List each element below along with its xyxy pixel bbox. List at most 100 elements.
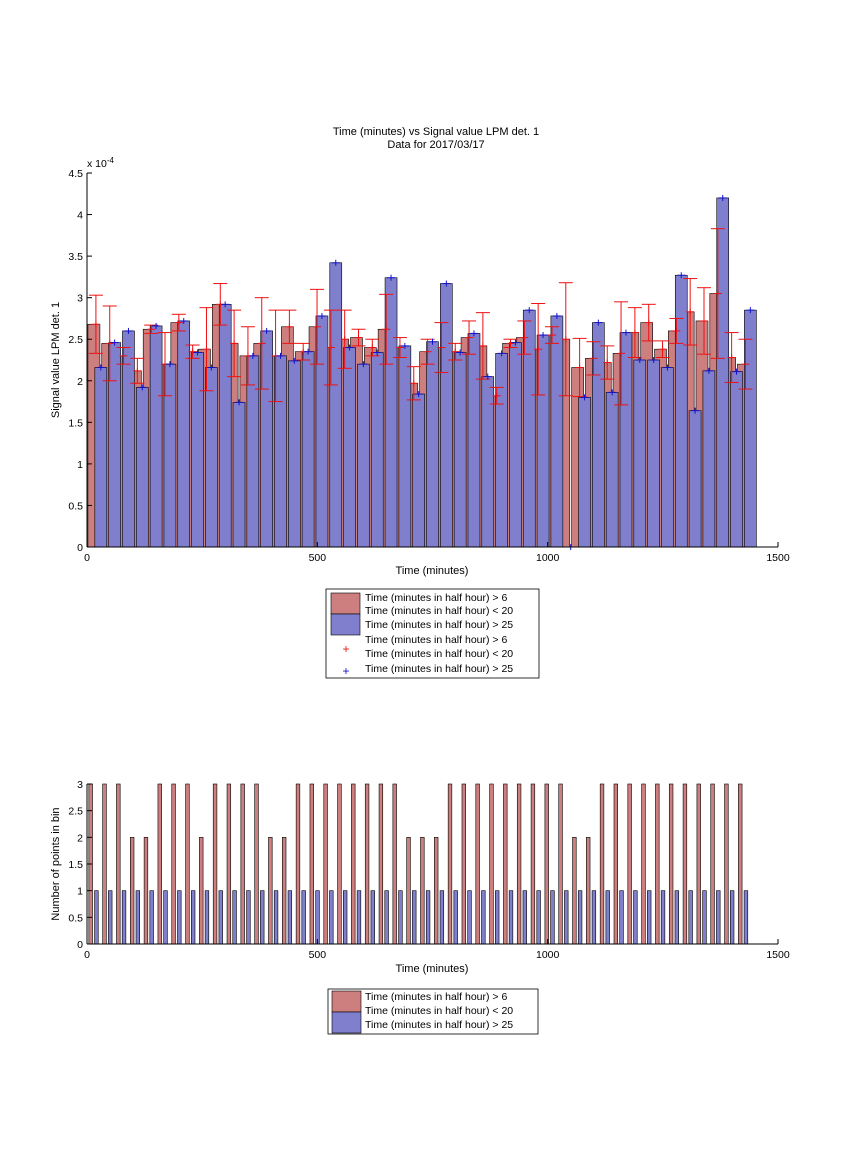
bar-blue <box>108 342 121 548</box>
count-bar-blue <box>370 890 375 945</box>
count-bar-red <box>143 837 149 945</box>
bar-blue <box>702 370 716 548</box>
bar-blue <box>191 352 204 548</box>
count-bar-red <box>682 783 688 945</box>
x-tick-label: 0 <box>84 552 90 564</box>
legend-marker-red: + <box>342 642 349 656</box>
count-bar-red <box>503 783 508 945</box>
count-bar-red <box>558 783 563 945</box>
count-bar-blue <box>384 890 389 945</box>
count-bar-red <box>282 837 287 945</box>
count-bar-blue <box>647 890 652 945</box>
chart1-legend: Time (minutes in half hour) > 6 Time (mi… <box>325 588 540 679</box>
bar-blue <box>177 320 191 548</box>
chart1-subtitle: Data for 2017/03/17 <box>387 139 484 151</box>
chart1-y-exponent-base: x 10 <box>87 158 107 170</box>
bar-blue <box>149 325 163 548</box>
count-bar-blue <box>536 890 541 945</box>
count-bar-blue <box>218 890 223 945</box>
bar-blue <box>550 315 564 548</box>
count-bar-red <box>254 783 259 945</box>
chart1-axes <box>86 173 778 548</box>
bar-blue <box>288 360 301 548</box>
count-bar-red <box>378 783 384 945</box>
bar-blue <box>619 332 633 548</box>
chart1-y-exponent-power: -4 <box>107 156 115 165</box>
bar-blue <box>315 315 329 548</box>
count-bar-red <box>351 783 356 945</box>
y-tick-label: 2 <box>77 832 83 844</box>
count-bar-blue <box>121 890 127 945</box>
count-bar-blue <box>495 890 500 945</box>
bar-blue <box>522 309 536 548</box>
y-tick-label: 0 <box>77 542 83 554</box>
count-bar-red <box>475 783 480 945</box>
bar-blue <box>329 262 343 548</box>
x-tick-label: 1500 <box>766 949 790 961</box>
chart1-x-ticks: 0 500 1000 1500 <box>84 542 790 564</box>
chart2-x-ticks: 0 500 1000 1500 <box>84 939 790 961</box>
y-tick-label: 1.5 <box>68 417 83 429</box>
count-bar-blue <box>425 890 431 945</box>
bar-blue <box>592 322 605 548</box>
chart1-title: Time (minutes) vs Signal value LPM det. … <box>333 126 539 138</box>
count-bar-red <box>641 783 646 945</box>
bar-blue <box>301 351 315 548</box>
y-tick-label: 1.5 <box>68 859 83 871</box>
count-bar-red <box>572 837 577 945</box>
count-bar-red <box>530 783 536 945</box>
count-bar-red <box>199 837 204 945</box>
count-bar-blue <box>287 890 293 945</box>
count-bar-blue <box>508 890 514 945</box>
y-tick-label: 3.5 <box>68 251 83 263</box>
bar-blue <box>398 345 412 548</box>
legend-swatch-blue <box>330 613 361 636</box>
legend2-swatch-red <box>331 990 362 1013</box>
count-bar-blue <box>204 890 210 945</box>
x-tick-label: 0 <box>84 949 90 961</box>
count-bar-red <box>516 783 522 945</box>
bar-blue <box>744 309 757 548</box>
legend2-item-2: Time (minutes in half hour) < 20 <box>365 1005 513 1017</box>
bar-blue <box>578 397 591 548</box>
legend2-item-1: Time (minutes in half hour) > 6 <box>365 991 507 1003</box>
y-tick-label: 3 <box>77 779 83 791</box>
count-bar-blue <box>743 890 749 945</box>
chart2-xlabel: Time (minutes) <box>396 963 469 975</box>
count-bar-blue <box>398 890 403 945</box>
chart2-bars <box>88 783 749 945</box>
count-bar-blue <box>301 890 306 945</box>
count-bar-blue <box>688 890 693 945</box>
count-bar-red <box>627 783 632 945</box>
count-bar-red <box>613 783 618 945</box>
bar-blue <box>509 342 522 548</box>
count-bar-blue <box>246 890 251 945</box>
chart2-legend: Time (minutes in half hour) > 6 Time (mi… <box>327 988 539 1035</box>
count-bar-red <box>130 837 135 945</box>
count-bar-blue <box>329 890 334 945</box>
bar-blue <box>674 274 688 548</box>
count-bar-red <box>710 783 715 945</box>
bar-blue <box>218 304 232 548</box>
count-bar-blue <box>716 890 721 945</box>
bar-blue <box>605 392 619 548</box>
y-tick-label: 4 <box>77 210 83 222</box>
chart2-legend-box <box>327 988 539 1035</box>
legend-item-1: Time (minutes in half hour) > 6 <box>365 592 507 604</box>
count-bar-red <box>185 783 190 945</box>
chart1-xlabel: Time (minutes) <box>396 565 469 577</box>
legend2-item-3: Time (minutes in half hour) > 25 <box>365 1019 513 1031</box>
bar-blue <box>536 334 550 548</box>
count-bar-blue <box>315 890 320 945</box>
count-bar-red <box>268 837 273 945</box>
count-bar-blue <box>481 890 486 945</box>
x-tick-label: 1500 <box>766 552 790 564</box>
count-bar-blue <box>94 890 99 945</box>
count-bar-blue <box>633 890 638 945</box>
legend-marker-blue: + <box>342 664 349 678</box>
x-tick-label: 500 <box>309 552 327 564</box>
chart-signal: Time (minutes) vs Signal value LPM det. … <box>50 126 790 679</box>
bar-blue <box>467 333 481 548</box>
count-bar-red <box>171 783 176 945</box>
